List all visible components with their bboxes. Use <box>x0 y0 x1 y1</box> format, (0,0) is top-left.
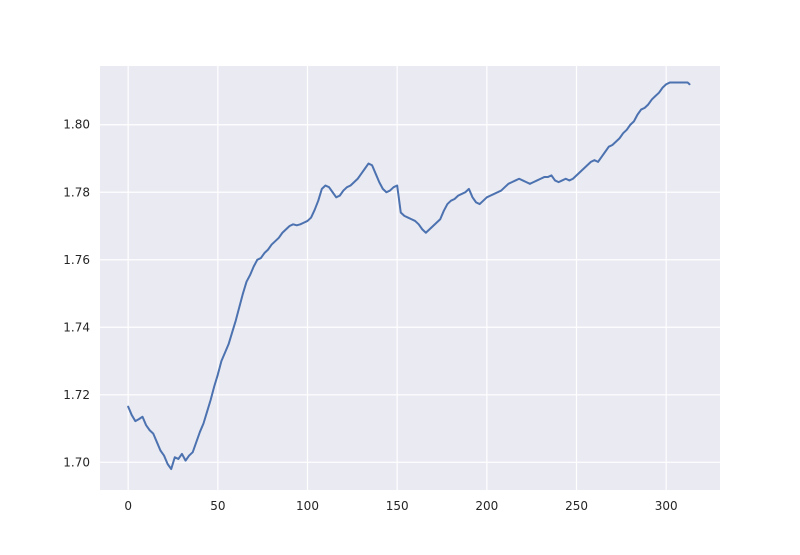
series-layer <box>127 81 691 471</box>
series-line <box>127 81 691 471</box>
y-tick-label: 1.76 <box>63 253 90 267</box>
x-tick-label: 100 <box>296 499 319 513</box>
y-tick-label: 1.74 <box>63 320 90 334</box>
x-tick-label: 0 <box>124 499 132 513</box>
x-tick-label: 250 <box>565 499 588 513</box>
y-tick-label: 1.72 <box>63 388 90 402</box>
x-axis-ticks: 0 50 100 150 200 250 300 <box>124 499 677 513</box>
x-tick-label: 300 <box>655 499 678 513</box>
plot-area-background <box>100 66 720 490</box>
y-tick-label: 1.78 <box>63 185 90 199</box>
y-tick-label: 1.70 <box>63 455 90 469</box>
y-axis-ticks: 1.70 1.72 1.74 1.76 1.78 1.80 <box>63 118 90 470</box>
x-tick-label: 150 <box>386 499 409 513</box>
y-tick-label: 1.80 <box>63 118 90 132</box>
x-tick-label: 50 <box>210 499 225 513</box>
grid-lines <box>100 66 720 490</box>
x-tick-label: 200 <box>475 499 498 513</box>
